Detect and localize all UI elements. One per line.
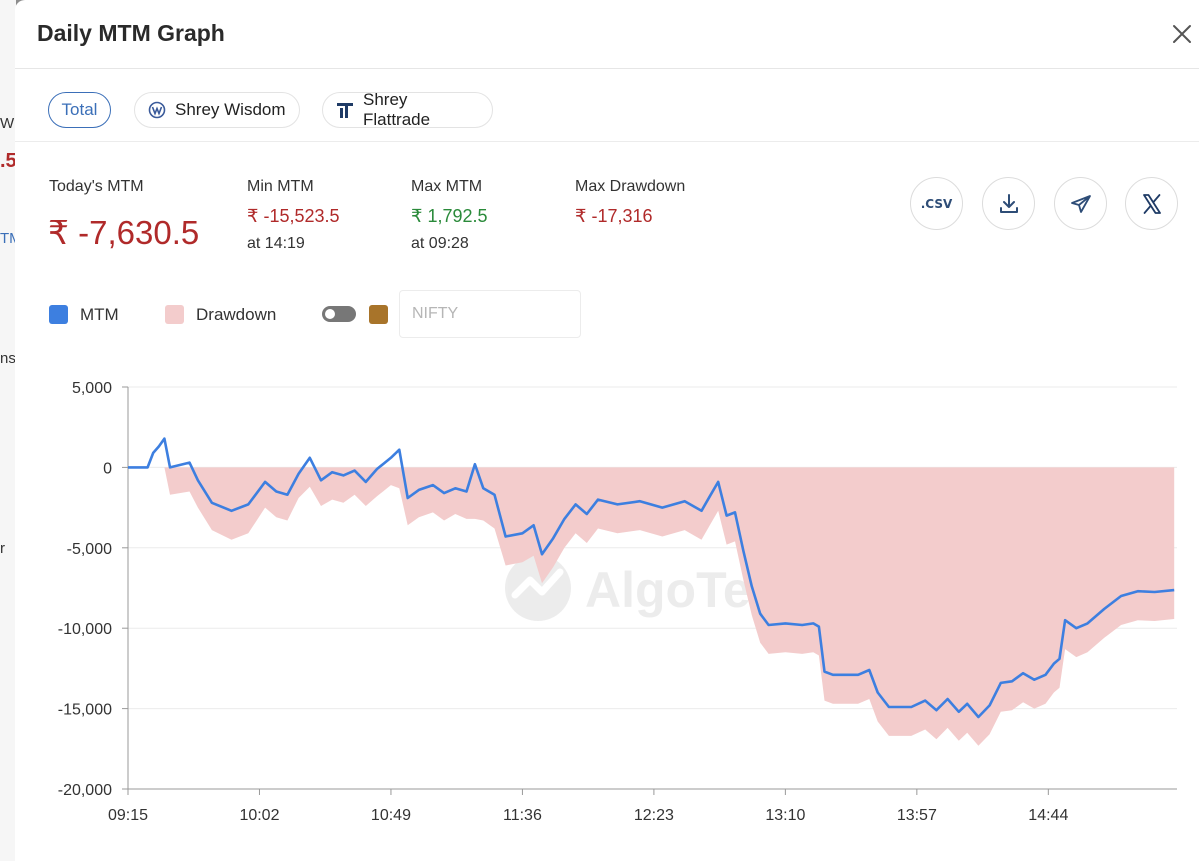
wisdom-logo-icon bbox=[148, 101, 166, 119]
background-text-fragment: r bbox=[0, 540, 5, 557]
y-axis-ticks: 5,000 0 -5,000 -10,000 -15,000 -20,000 bbox=[58, 380, 128, 799]
y-tick-label: 5,000 bbox=[72, 380, 112, 397]
max-mtm-value: ₹ 1,792.5 bbox=[411, 206, 488, 226]
x-tick-label: 13:57 bbox=[897, 807, 937, 824]
x-tick-label: 11:36 bbox=[503, 807, 542, 824]
csv-export-button[interactable]: .CSV bbox=[910, 177, 963, 230]
x-tick-label: 13:10 bbox=[765, 807, 805, 824]
download-icon bbox=[999, 193, 1018, 213]
min-mtm-label: Min MTM bbox=[247, 178, 314, 195]
x-axis-ticks: 09:15 10:02 10:49 11:36 12:23 13:10 13:57 14:44 bbox=[108, 789, 1068, 824]
modal-title: Daily MTM Graph bbox=[37, 20, 225, 46]
legend-mtm-swatch[interactable] bbox=[49, 305, 68, 324]
x-share-button[interactable] bbox=[1125, 177, 1178, 230]
background-page-strip bbox=[0, 0, 16, 861]
x-logo-icon bbox=[1142, 193, 1161, 214]
max-mtm-label: Max MTM bbox=[411, 178, 483, 195]
x-tick-label: 14:44 bbox=[1028, 807, 1068, 824]
tab-total[interactable]: Total bbox=[48, 92, 111, 128]
drawdown-area bbox=[128, 467, 1175, 746]
legend-drawdown-label[interactable]: Drawdown bbox=[196, 305, 277, 324]
mtm-graph-modal: Daily MTM Graph Total Shrey Wisdom Shrey… bbox=[15, 0, 1199, 861]
max-drawdown-value: ₹ -17,316 bbox=[575, 206, 653, 226]
today-mtm-label: Today's MTM bbox=[49, 178, 144, 195]
y-tick-label: -20,000 bbox=[58, 782, 112, 799]
tab-shrey-flattrade[interactable]: Shrey Flattrade bbox=[322, 90, 493, 129]
account-tabs: Total Shrey Wisdom Shrey Flattrade bbox=[15, 69, 1199, 142]
min-mtm-time: at 14:19 bbox=[247, 235, 305, 252]
tab-label: Shrey Flattrade bbox=[363, 90, 431, 129]
y-tick-label: -5,000 bbox=[67, 541, 112, 558]
legend-mtm-label[interactable]: MTM bbox=[80, 305, 119, 324]
x-tick-label: 10:49 bbox=[371, 807, 411, 824]
max-drawdown-label: Max Drawdown bbox=[575, 178, 686, 195]
tab-label: Total bbox=[61, 100, 98, 119]
y-tick-label: -10,000 bbox=[58, 621, 112, 638]
x-tick-label: 09:15 bbox=[108, 807, 148, 824]
nifty-symbol-input[interactable]: NIFTY bbox=[399, 290, 581, 338]
y-tick-label: 0 bbox=[103, 460, 112, 477]
nifty-overlay-toggle[interactable] bbox=[322, 306, 356, 322]
flattrade-logo-icon bbox=[336, 101, 354, 119]
telegram-share-button[interactable] bbox=[1054, 177, 1107, 230]
mtm-line bbox=[128, 437, 1175, 719]
modal-header: Daily MTM Graph bbox=[15, 0, 1199, 69]
x-tick-label: 12:23 bbox=[634, 807, 674, 824]
toggle-knob bbox=[325, 309, 335, 319]
background-text-fragment: ns bbox=[0, 350, 16, 367]
nifty-color-swatch[interactable] bbox=[369, 305, 388, 324]
today-mtm-value: ₹ -7,630.5 bbox=[48, 214, 200, 251]
legend-drawdown-swatch[interactable] bbox=[165, 305, 184, 324]
tab-shrey-wisdom[interactable]: Shrey Wisdom bbox=[134, 92, 300, 128]
mtm-chart: AlgoTest 5,0000-5,000-10,000-15,000-20,0… bbox=[58, 380, 1177, 824]
min-mtm-value: ₹ -15,523.5 bbox=[247, 206, 340, 226]
download-button[interactable] bbox=[982, 177, 1035, 230]
max-mtm-time: at 09:28 bbox=[411, 235, 469, 252]
csv-icon: .CSV bbox=[920, 196, 953, 211]
y-tick-label: -15,000 bbox=[58, 702, 112, 719]
tab-label: Shrey Wisdom bbox=[175, 100, 286, 119]
background-text-fragment: .5 bbox=[0, 150, 17, 172]
close-icon[interactable] bbox=[1170, 22, 1194, 46]
x-tick-label: 10:02 bbox=[239, 807, 279, 824]
telegram-icon bbox=[1070, 194, 1091, 213]
